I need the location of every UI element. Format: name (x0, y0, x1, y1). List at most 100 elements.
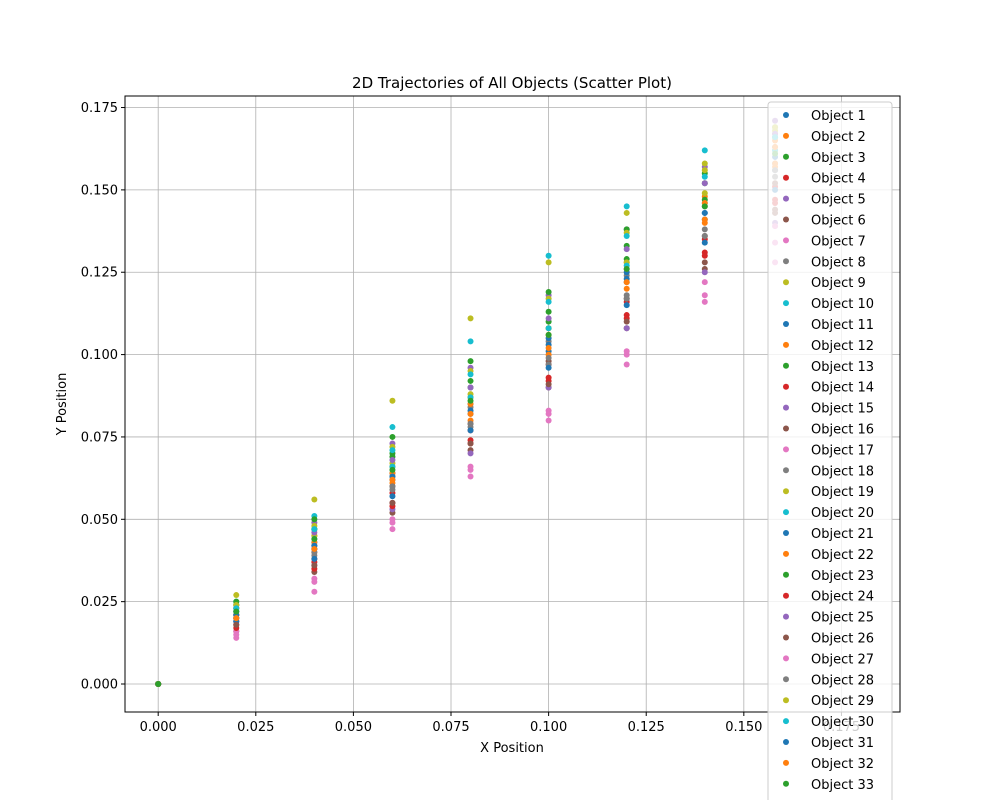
data-point (467, 397, 474, 404)
x-tick-label: 0.025 (237, 720, 274, 735)
data-point (311, 555, 318, 562)
legend-marker (783, 530, 789, 536)
legend-label: Object 17 (811, 443, 874, 458)
data-point (545, 331, 552, 338)
legend-marker (783, 383, 789, 390)
legend-item: Object 2 (783, 130, 866, 145)
legend-item: Object 19 (783, 485, 874, 500)
data-point (701, 209, 708, 216)
data-point (389, 526, 396, 533)
data-point (623, 318, 630, 325)
legend-marker (783, 488, 789, 495)
legend-item: Object 32 (783, 757, 874, 772)
y-tick-label: 0.050 (81, 513, 118, 528)
legend-marker (783, 112, 789, 118)
legend: Object 1 Object 2 Object 3 Object 4 Object 5… (767, 101, 893, 800)
data-point (467, 384, 474, 391)
legend-item: Object 14 (783, 381, 874, 396)
y-axis-ticks: 0.000 0.025 0.050 0.075 0.100 0.125 0.150 0.175 (81, 101, 125, 693)
legend-label: Object 6 (811, 214, 866, 229)
legend-label: Object 27 (811, 652, 874, 667)
legend-marker (783, 362, 789, 369)
legend-label: Object 16 (811, 423, 874, 438)
y-tick-label: 0.125 (81, 266, 118, 281)
legend-marker (783, 174, 789, 181)
legend-item: Object 12 (783, 339, 874, 354)
data-point (701, 180, 708, 187)
data-point (623, 209, 630, 216)
legend-label: Object 14 (811, 381, 874, 396)
legend-marker (783, 195, 789, 202)
data-point (545, 345, 552, 351)
data-point (467, 371, 474, 378)
data-point (545, 381, 552, 388)
legend-item: Object 29 (783, 694, 874, 709)
data-point (701, 239, 708, 246)
data-point (545, 289, 552, 295)
data-point (155, 681, 162, 687)
x-tick-label: 0.125 (628, 720, 665, 735)
data-point (311, 578, 318, 585)
legend-item: Object 9 (783, 276, 866, 291)
data-point (545, 308, 552, 315)
data-point (701, 279, 708, 286)
data-point (311, 516, 318, 523)
legend-marker (783, 592, 789, 599)
data-point (701, 190, 708, 197)
data-point (233, 621, 240, 628)
x-tick-label: 0.050 (335, 720, 372, 735)
legend-marker (783, 676, 789, 683)
legend-item: Object 24 (783, 590, 874, 605)
x-axis-label: X Position (480, 741, 544, 756)
data-point (233, 592, 240, 599)
legend-item: Object 6 (783, 214, 866, 229)
legend-marker (783, 550, 789, 557)
chart-title: 2D Trajectories of All Objects (Scatter … (352, 74, 672, 92)
data-point (467, 440, 474, 447)
legend-item: Object 30 (783, 715, 874, 730)
data-point (701, 167, 708, 174)
legend-item: Object 10 (783, 297, 874, 312)
legend-item: Object 18 (783, 464, 874, 479)
data-point (623, 361, 630, 368)
legend-label: Object 22 (811, 548, 874, 563)
data-point (311, 536, 318, 543)
data-point (701, 292, 708, 299)
legend-item: Object 13 (783, 360, 874, 375)
data-point (311, 496, 318, 503)
data-point (545, 259, 552, 266)
data-point (389, 519, 396, 526)
data-point (467, 420, 474, 427)
data-point (311, 588, 318, 595)
data-point (701, 203, 708, 210)
y-tick-label: 0.000 (81, 678, 118, 693)
legend-item: Object 1 (783, 109, 866, 124)
data-point (623, 233, 630, 239)
data-point (545, 364, 552, 371)
data-point (467, 410, 474, 417)
legend-item: Object 8 (783, 255, 866, 270)
legend-marker (783, 425, 789, 432)
data-point (701, 298, 708, 305)
data-point (389, 424, 396, 431)
data-point (467, 473, 474, 480)
legend-item: Object 31 (783, 736, 874, 751)
legend-marker (783, 216, 789, 223)
data-point (701, 269, 708, 276)
data-point (701, 173, 708, 180)
data-point (545, 315, 552, 322)
legend-marker (783, 509, 789, 516)
x-tick-label: 0.100 (530, 720, 567, 735)
legend-label: Object 21 (811, 527, 874, 542)
legend-label: Object 3 (811, 151, 866, 166)
data-point (701, 259, 708, 266)
data-point (467, 358, 474, 365)
legend-label: Object 23 (811, 569, 874, 584)
legend-label: Object 24 (811, 590, 874, 605)
legend-label: Object 29 (811, 694, 874, 709)
legend-item: Object 25 (783, 611, 874, 626)
legend-label: Object 1 (811, 109, 866, 124)
data-point (311, 562, 318, 569)
legend-label: Object 19 (811, 485, 874, 500)
